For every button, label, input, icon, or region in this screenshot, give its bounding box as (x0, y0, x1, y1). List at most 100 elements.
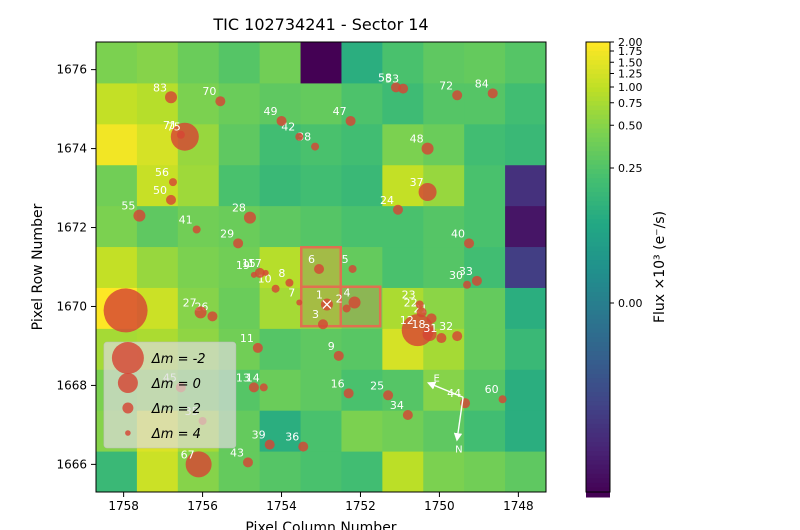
star-label: 6 (308, 253, 315, 266)
heatmap-cell (137, 247, 178, 288)
heatmap-cell (301, 42, 342, 83)
star-marker (311, 143, 319, 151)
star-marker (265, 440, 275, 450)
heatmap-cell (464, 124, 505, 165)
heatmap-cell (341, 165, 382, 206)
xtick-label: 1754 (266, 499, 297, 513)
star-label: 75 (167, 121, 181, 134)
compass-label: N (455, 445, 462, 456)
star-label: 23 (402, 289, 416, 302)
star-marker (416, 301, 424, 309)
star-label: 47 (333, 105, 347, 118)
star-marker (452, 90, 462, 100)
legend: Δm = -2Δm = 0Δm = 2Δm = 4 (104, 342, 236, 448)
heatmap-cell (260, 328, 301, 369)
star-label: 4 (344, 287, 351, 300)
star-marker (464, 238, 474, 248)
star-marker (260, 383, 268, 391)
ytick-label: 1668 (56, 378, 87, 392)
star-label: 56 (155, 166, 169, 179)
heatmap-cell (137, 42, 178, 83)
star-marker (243, 457, 253, 467)
heatmap-cell (464, 287, 505, 328)
legend-label: Δm = 2 (151, 402, 201, 417)
heatmap-cell (464, 165, 505, 206)
xtick-label: 1748 (503, 499, 534, 513)
star-marker (403, 410, 413, 420)
heatmap-cell (219, 124, 260, 165)
star-marker (263, 270, 269, 276)
star-marker (314, 264, 324, 274)
heatmap-cell (260, 206, 301, 247)
ytick-label: 1676 (56, 63, 87, 77)
heatmap-cell (505, 42, 546, 83)
star-label: 60 (485, 383, 499, 396)
heatmap-cell (505, 410, 546, 451)
heatmap-cell (96, 451, 137, 492)
legend-label: Δm = -2 (151, 352, 206, 367)
star-label: 67 (181, 448, 195, 461)
heatmap-cell (423, 42, 464, 83)
star-label: 50 (153, 184, 167, 197)
heatmap-cell (464, 328, 505, 369)
heatmap-cell (505, 247, 546, 288)
star-label: 37 (410, 176, 424, 189)
heatmap-cell (96, 83, 137, 124)
star-marker (296, 300, 302, 306)
colorbar-tick-label: 1.00 (618, 81, 643, 94)
heatmap-cell (96, 124, 137, 165)
star-marker (215, 96, 225, 106)
legend-label: Δm = 0 (151, 377, 201, 392)
star-marker (463, 281, 471, 289)
star-label: 27 (183, 296, 197, 309)
star-marker (334, 351, 344, 361)
star-marker (233, 238, 243, 248)
legend-marker (122, 403, 133, 414)
star-marker (207, 311, 217, 321)
star-label: 16 (331, 377, 345, 390)
star-label: 5 (342, 253, 349, 266)
star-marker (104, 288, 148, 332)
colorbar-tick-label: 0.00 (618, 297, 643, 310)
colorbar-tick-label: 0.75 (618, 97, 643, 110)
star-marker (391, 82, 401, 92)
star-label: 2 (336, 292, 343, 305)
star-marker (417, 307, 427, 317)
star-marker (277, 116, 287, 126)
star-label: 70 (202, 85, 216, 98)
star-marker (169, 178, 177, 186)
heatmap-cell (137, 451, 178, 492)
star-marker (452, 331, 462, 341)
star-label: 41 (179, 214, 193, 227)
heatmap-cell (341, 451, 382, 492)
heatmap-cell (382, 247, 423, 288)
ytick-label: 1674 (56, 142, 87, 156)
xtick-label: 1758 (108, 499, 139, 513)
heatmap-cell (423, 451, 464, 492)
star-marker (166, 195, 176, 205)
colorbar-tick-label: 0.50 (618, 119, 643, 132)
colorbar-label: Flux ×10³ (e⁻/s) (652, 211, 668, 323)
legend-marker (125, 430, 131, 436)
legend-marker (118, 373, 138, 393)
heatmap-cell (301, 206, 342, 247)
star-label: 24 (380, 194, 394, 207)
star-label: 19 (236, 259, 250, 272)
star-marker (472, 276, 482, 286)
star-label: 34 (390, 399, 404, 412)
heatmap-cell (301, 165, 342, 206)
heatmap-cell (219, 42, 260, 83)
star-label: 40 (451, 227, 465, 240)
xtick-label: 1750 (424, 499, 455, 513)
star-label: 43 (230, 446, 244, 459)
star-label: 36 (285, 431, 299, 444)
star-marker (298, 442, 308, 452)
heatmap-cell (219, 165, 260, 206)
ytick-label: 1666 (56, 457, 87, 471)
star-marker (285, 279, 293, 287)
heatmap-cell (219, 287, 260, 328)
star-marker (346, 116, 356, 126)
heatmap-cell (341, 42, 382, 83)
star-label: 1 (316, 289, 323, 302)
heatmap-cell (341, 410, 382, 451)
